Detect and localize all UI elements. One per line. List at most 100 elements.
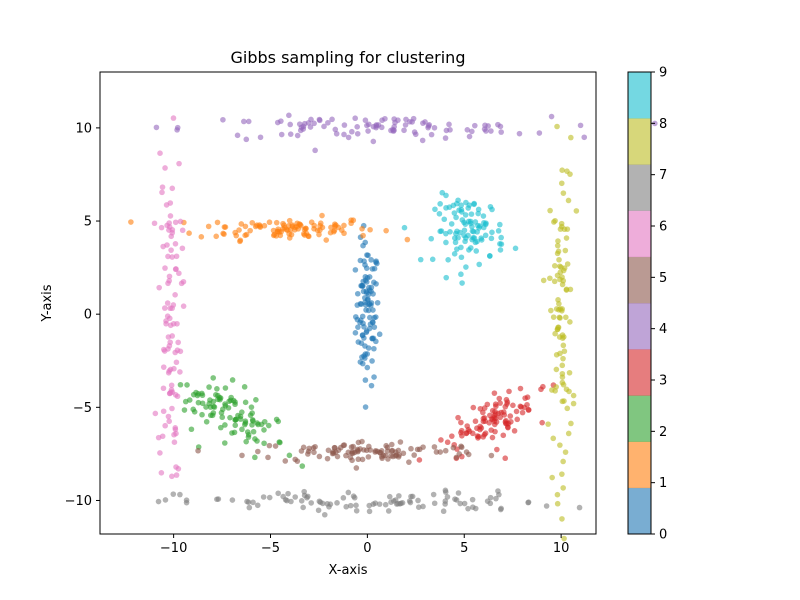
point-cluster-2 (239, 426, 245, 433)
point-cluster-4 (305, 120, 312, 126)
point-cluster-8 (564, 405, 571, 412)
point-cluster-3 (486, 419, 493, 426)
point-cluster-6 (173, 253, 180, 260)
point-cluster-6 (179, 245, 186, 252)
point-cluster-9 (462, 212, 469, 218)
point-cluster-8 (560, 267, 567, 274)
point-cluster-5 (316, 453, 323, 460)
point-cluster-3 (466, 428, 473, 435)
point-cluster-8 (559, 281, 566, 288)
point-cluster-8 (554, 123, 560, 130)
point-cluster-1 (214, 219, 221, 226)
point-cluster-9 (452, 235, 458, 241)
point-cluster-4 (294, 132, 301, 139)
point-cluster-4 (447, 127, 453, 133)
point-cluster-7 (288, 498, 294, 505)
point-cluster-3 (488, 427, 495, 433)
point-cluster-2 (195, 390, 202, 397)
point-cluster-3 (455, 414, 461, 421)
point-cluster-6 (180, 303, 187, 309)
point-cluster-7 (396, 493, 402, 499)
point-cluster-5 (239, 452, 245, 459)
point-cluster-7 (430, 491, 437, 498)
y-tick-label: 0 (84, 308, 92, 323)
point-cluster-6 (173, 359, 180, 366)
point-cluster-9 (461, 227, 468, 234)
point-cluster-0 (373, 258, 379, 264)
point-cluster-9 (445, 257, 451, 263)
point-cluster-9 (488, 235, 495, 242)
point-cluster-8 (567, 319, 573, 325)
point-cluster-2 (188, 426, 195, 433)
point-cluster-1 (348, 217, 354, 223)
point-cluster-4 (419, 137, 426, 144)
colorbar-tick-label: 3 (659, 374, 667, 389)
point-cluster-3 (458, 419, 464, 426)
point-cluster-8 (551, 263, 558, 269)
point-cluster-4 (298, 124, 305, 131)
colorbar-frame (627, 71, 652, 535)
point-cluster-5 (306, 445, 313, 452)
point-cluster-9 (497, 221, 503, 228)
point-cluster-2 (222, 401, 228, 407)
point-cluster-4 (325, 119, 331, 126)
point-cluster-6 (171, 431, 177, 438)
point-cluster-5 (359, 438, 365, 445)
point-cluster-9 (463, 264, 469, 270)
point-cluster-7 (366, 502, 373, 509)
point-cluster-2 (273, 416, 280, 423)
point-cluster-7 (455, 490, 462, 496)
point-cluster-2 (226, 398, 232, 405)
point-cluster-9 (432, 206, 438, 213)
point-cluster-3 (496, 395, 503, 402)
point-cluster-8 (561, 348, 568, 355)
point-cluster-0 (354, 290, 361, 297)
point-cluster-1 (273, 233, 280, 239)
point-cluster-0 (366, 284, 372, 291)
point-cluster-5 (265, 454, 271, 461)
point-cluster-7 (366, 508, 373, 515)
point-cluster-6 (170, 115, 177, 121)
point-cluster-3 (539, 419, 545, 426)
point-cluster-5 (397, 439, 404, 445)
point-cluster-8 (567, 171, 573, 177)
point-cluster-5 (388, 441, 395, 448)
point-cluster-3 (505, 420, 512, 427)
point-cluster-0 (352, 330, 359, 336)
point-cluster-9 (497, 247, 504, 253)
point-cluster-1 (205, 223, 212, 230)
point-cluster-2 (221, 440, 228, 446)
point-cluster-7 (576, 504, 583, 511)
point-cluster-2 (232, 422, 239, 429)
point-cluster-7 (407, 499, 414, 506)
point-cluster-6 (158, 470, 165, 476)
point-cluster-7 (308, 500, 315, 506)
point-cluster-9 (480, 213, 487, 219)
point-cluster-4 (352, 115, 358, 122)
y-axis-label: Y-axis (40, 284, 55, 322)
point-cluster-4 (488, 128, 494, 134)
point-cluster-3 (480, 409, 486, 416)
point-cluster-5 (408, 445, 414, 452)
colorbar-segment-6 (628, 210, 651, 258)
point-cluster-3 (513, 408, 520, 415)
point-cluster-9 (448, 221, 455, 227)
point-cluster-8 (560, 190, 567, 196)
point-cluster-2 (210, 403, 217, 410)
point-cluster-4 (469, 128, 475, 135)
point-cluster-5 (353, 465, 360, 471)
point-cluster-2 (217, 424, 224, 431)
point-cluster-4 (425, 123, 432, 129)
point-cluster-8 (559, 471, 565, 477)
point-cluster-1 (323, 237, 330, 243)
point-cluster-8 (559, 370, 566, 377)
point-cluster-7 (246, 504, 253, 511)
point-cluster-2 (239, 409, 245, 415)
point-cluster-4 (392, 119, 398, 126)
point-cluster-8 (557, 442, 563, 448)
point-cluster-9 (498, 234, 504, 241)
point-cluster-4 (245, 118, 252, 125)
point-cluster-7 (382, 501, 389, 508)
point-cluster-1 (305, 233, 311, 239)
point-cluster-6 (177, 218, 184, 225)
